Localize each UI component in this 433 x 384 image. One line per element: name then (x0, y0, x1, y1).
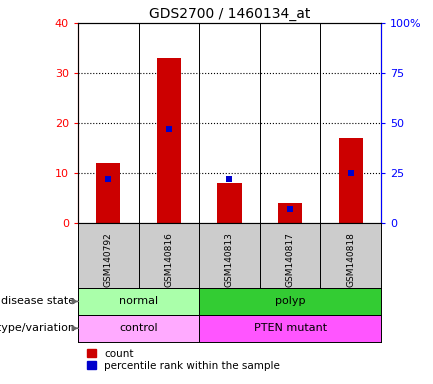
Bar (260, 223, 320, 288)
Bar (217, 183, 242, 223)
Text: control: control (119, 323, 158, 333)
Text: normal: normal (119, 296, 158, 306)
Text: GSM140818: GSM140818 (346, 232, 355, 287)
Bar (320, 223, 381, 288)
Text: genotype/variation: genotype/variation (0, 323, 75, 333)
Bar (278, 203, 302, 223)
Bar (339, 138, 363, 223)
Bar (199, 223, 260, 288)
Text: GSM140813: GSM140813 (225, 232, 234, 287)
Bar (199, 288, 381, 315)
Text: polyp: polyp (275, 296, 305, 306)
Bar (78, 223, 139, 288)
Text: PTEN mutant: PTEN mutant (254, 323, 326, 333)
Bar (139, 223, 199, 288)
Text: GSM140792: GSM140792 (104, 232, 113, 287)
Bar (78, 315, 199, 342)
Text: GSM140817: GSM140817 (286, 232, 294, 287)
Text: disease state: disease state (1, 296, 75, 306)
Text: GSM140816: GSM140816 (165, 232, 173, 287)
Title: GDS2700 / 1460134_at: GDS2700 / 1460134_at (149, 7, 310, 21)
Bar (199, 315, 381, 342)
Bar (78, 288, 199, 315)
Bar (157, 58, 181, 223)
Bar (96, 163, 120, 223)
Legend: count, percentile rank within the sample: count, percentile rank within the sample (83, 344, 284, 375)
